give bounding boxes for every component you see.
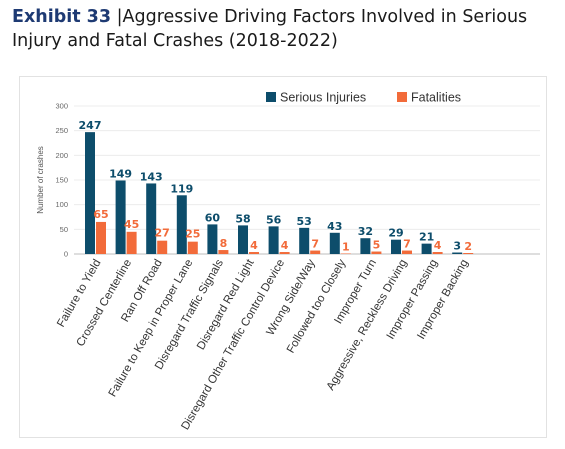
- legend: Serious Injuries Fatalities: [266, 91, 461, 105]
- bar-serious-injuries: [146, 183, 157, 254]
- y-axis-label: Number of crashes: [36, 146, 45, 214]
- y-axis: 0 50 100 150 200 250 300: [55, 102, 68, 259]
- bar-serious-injuries: [452, 252, 463, 254]
- y-tick-label: 0: [64, 250, 68, 259]
- bar-serious-injuries: [238, 225, 248, 254]
- data-label-serious-injuries: 143: [140, 170, 163, 183]
- data-label-serious-injuries: 60: [205, 211, 221, 224]
- bar-serious-injuries: [329, 232, 340, 254]
- bar-serious-injuries: [360, 238, 371, 254]
- bar-fatalities: [432, 252, 443, 254]
- chart-frame: [19, 76, 547, 438]
- data-label-serious-injuries: 21: [419, 231, 434, 244]
- data-label-fatalities: 4: [281, 239, 289, 252]
- exhibit-title: Exhibit 33 |Aggressive Driving Factors I…: [12, 5, 557, 53]
- bar-serious-injuries: [115, 180, 126, 254]
- bar-fatalities: [96, 221, 106, 254]
- bar-fatalities: [187, 241, 198, 254]
- data-label-serious-injuries: 29: [388, 227, 403, 240]
- bars: [85, 132, 474, 254]
- bar-serious-injuries: [268, 226, 279, 254]
- bar-fatalities: [279, 252, 290, 254]
- data-label-fatalities: 1: [342, 241, 350, 254]
- data-label-fatalities: 27: [155, 227, 170, 240]
- data-label-serious-injuries: 56: [266, 213, 282, 226]
- data-label-serious-injuries: 247: [79, 119, 102, 132]
- bar-fatalities: [463, 253, 474, 254]
- bar-serious-injuries: [176, 195, 187, 254]
- title-separator: |: [111, 7, 123, 27]
- bar-fatalities: [126, 231, 137, 254]
- data-label-serious-injuries: 43: [327, 220, 342, 233]
- bar-serious-injuries: [391, 239, 401, 254]
- data-label-serious-injuries: 32: [358, 225, 373, 238]
- bar-fatalities: [218, 250, 229, 254]
- data-label-serious-injuries: 53: [297, 215, 312, 228]
- data-label-fatalities: 7: [311, 238, 319, 251]
- data-label-fatalities: 5: [373, 239, 381, 252]
- y-tick-label: 250: [55, 126, 68, 135]
- data-label-serious-injuries: 149: [109, 167, 132, 180]
- legend-swatch-serious-injuries: [266, 92, 276, 102]
- legend-label: Fatalities: [411, 91, 461, 105]
- data-label-fatalities: 2: [464, 240, 472, 253]
- y-tick-label: 150: [55, 176, 68, 185]
- category-label: Disregard Red Light: [195, 257, 257, 352]
- data-label-fatalities: 8: [220, 237, 228, 250]
- bar-fatalities: [371, 251, 382, 254]
- data-label-fatalities: 65: [93, 208, 108, 221]
- bar-serious-injuries: [299, 227, 310, 254]
- bar-fatalities: [157, 240, 168, 254]
- data-label-fatalities: 7: [403, 238, 411, 251]
- data-label-fatalities: 4: [434, 239, 442, 252]
- bar-serious-injuries: [421, 243, 432, 254]
- y-tick-label: 100: [55, 200, 68, 209]
- data-label-fatalities: 45: [124, 218, 139, 231]
- data-label-serious-injuries: 58: [235, 212, 250, 225]
- data-label-fatalities: 4: [250, 239, 258, 252]
- data-label-serious-injuries: 119: [170, 182, 193, 195]
- data-label-fatalities: 25: [185, 228, 200, 241]
- bar-fatalities: [249, 252, 259, 254]
- bar-fatalities: [402, 250, 412, 254]
- data-labels: 2476514945143271192560858456453743132529…: [79, 119, 473, 253]
- bar-serious-injuries: [207, 224, 218, 254]
- legend-swatch-fatalities: [397, 92, 407, 102]
- bar-serious-injuries: [85, 132, 95, 254]
- category-label: Followed too Closely: [285, 257, 349, 355]
- y-tick-label: 200: [55, 151, 68, 160]
- y-tick-label: 50: [60, 225, 68, 234]
- exhibit-title-text: Aggressive Driving Factors Involved in S…: [12, 7, 528, 51]
- bar-fatalities: [310, 250, 321, 254]
- exhibit-label: Exhibit 33: [12, 7, 112, 27]
- data-label-serious-injuries: 3: [453, 240, 461, 253]
- category-label: Crossed Centerline: [75, 258, 135, 349]
- legend-label: Serious Injuries: [280, 91, 366, 105]
- y-tick-label: 300: [55, 102, 68, 111]
